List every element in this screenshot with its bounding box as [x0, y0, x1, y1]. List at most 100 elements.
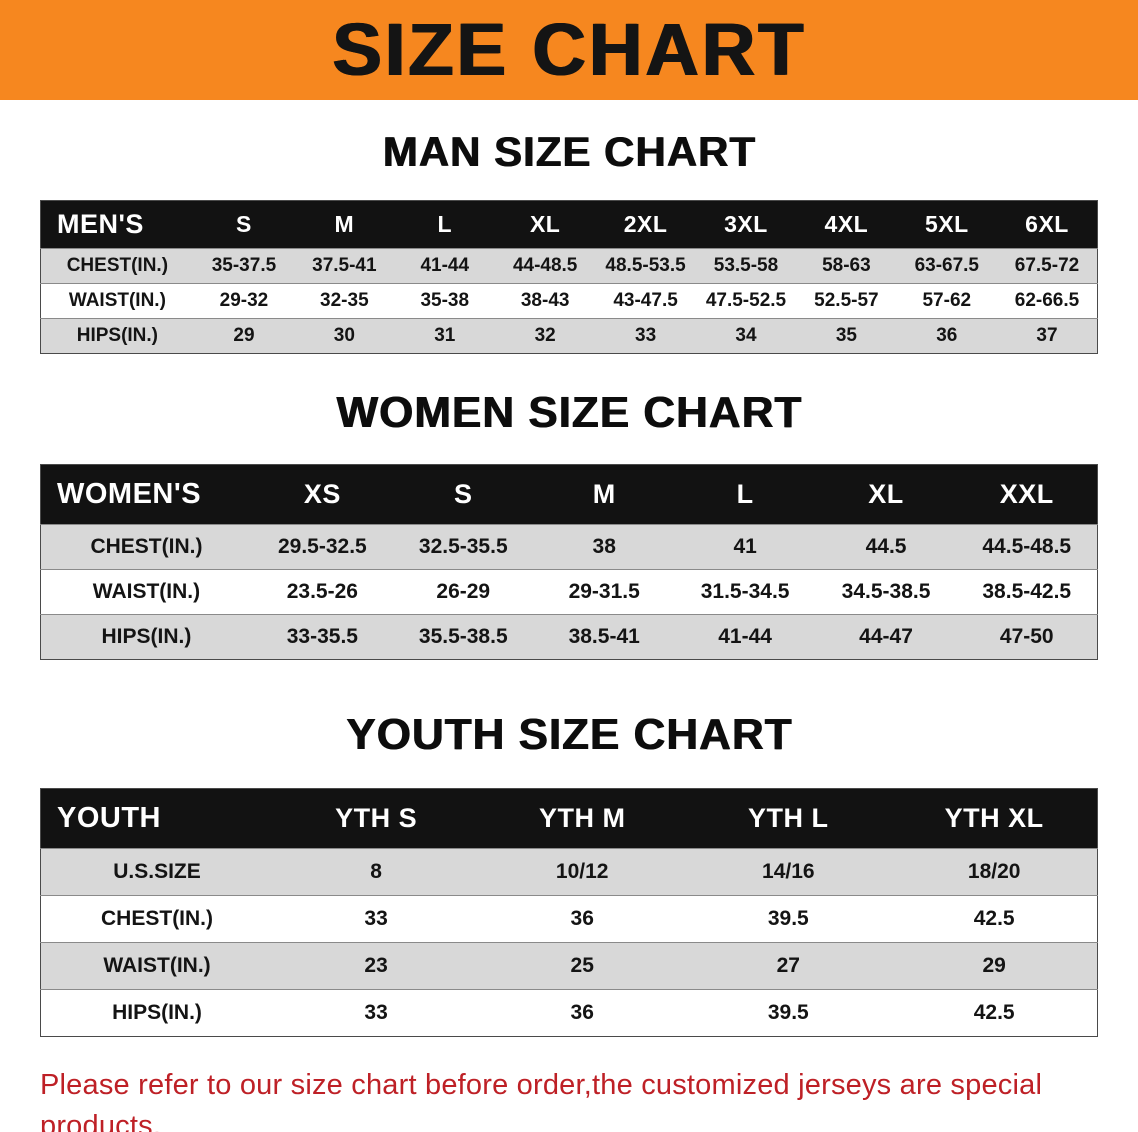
- measure-value: 8: [273, 848, 480, 896]
- measure-value: 67.5-72: [997, 248, 1098, 284]
- measure-row: WAIST(IN.) 23 25 27 29: [40, 942, 1098, 990]
- youth-size-table: YOUTH YTH S YTH M YTH L YTH XL U.S.SIZE 8 10/12…: [40, 788, 1098, 1037]
- disclaimer-line-1: Please refer to our size chart before or…: [40, 1069, 1043, 1132]
- measure-row: HIPS(IN.) 29 30 31 32 33 34 35 36 37: [40, 318, 1098, 354]
- size-col-header: YTH S: [273, 788, 480, 849]
- table-label: YOUTH: [40, 788, 274, 849]
- measure-value: 63-67.5: [896, 248, 997, 284]
- women-section-heading: WOMEN SIZE CHART: [336, 388, 802, 437]
- measure-label: CHEST(IN.): [40, 248, 194, 284]
- measure-value: 27: [685, 942, 892, 990]
- size-col-header: 6XL: [997, 200, 1098, 249]
- measure-row: U.S.SIZE 8 10/12 14/16 18/20: [40, 848, 1098, 896]
- measure-value: 42.5: [891, 989, 1098, 1037]
- measure-value: 41-44: [394, 248, 495, 284]
- measure-row: CHEST(IN.) 35-37.5 37.5-41 41-44 44-48.5 48.5…: [40, 248, 1098, 284]
- measure-value: 31.5-34.5: [674, 569, 816, 615]
- measure-value: 34: [695, 318, 797, 354]
- measure-value: 36: [479, 895, 686, 943]
- measure-value: 35: [796, 318, 897, 354]
- measure-value: 39.5: [685, 895, 892, 943]
- measure-value: 58-63: [796, 248, 897, 284]
- size-col-header: XL: [494, 200, 596, 249]
- measure-value: 35-37.5: [193, 248, 295, 284]
- size-header-row: YOUTH YTH S YTH M YTH L YTH XL: [40, 788, 1098, 849]
- measure-value: 10/12: [479, 848, 686, 896]
- size-col-header: XS: [251, 464, 393, 525]
- measure-value: 44.5: [815, 524, 957, 570]
- measure-value: 44.5-48.5: [956, 524, 1098, 570]
- measure-value: 41: [674, 524, 816, 570]
- measure-value: 44-48.5: [494, 248, 596, 284]
- measure-row: HIPS(IN.) 33 36 39.5 42.5: [40, 989, 1098, 1037]
- measure-value: 42.5: [891, 895, 1098, 943]
- measure-value: 32.5-35.5: [392, 524, 534, 570]
- women-size-chart-section: WOMEN SIZE CHART WOMEN'S XS S M L XL XXL CHEST(…: [0, 388, 1138, 660]
- size-col-header: 5XL: [896, 200, 997, 249]
- measure-value: 37: [997, 318, 1098, 354]
- measure-label: WAIST(IN.): [40, 283, 194, 319]
- measure-value: 37.5-41: [294, 248, 395, 284]
- size-col-header: 4XL: [796, 200, 897, 249]
- measure-value: 39.5: [685, 989, 892, 1037]
- measure-value: 53.5-58: [695, 248, 797, 284]
- measure-value: 23.5-26: [251, 569, 393, 615]
- measure-value: 33: [273, 895, 480, 943]
- measure-value: 33: [595, 318, 696, 354]
- measure-value: 34.5-38.5: [815, 569, 957, 615]
- measure-value: 25: [479, 942, 686, 990]
- measure-value: 47.5-52.5: [695, 283, 797, 319]
- size-col-header: L: [674, 464, 816, 525]
- size-col-header: XL: [815, 464, 957, 525]
- measure-label: CHEST(IN.): [40, 524, 252, 570]
- measure-value: 32-35: [294, 283, 395, 319]
- size-col-header: YTH L: [685, 788, 892, 849]
- size-col-header: M: [294, 200, 395, 249]
- size-col-header: 2XL: [595, 200, 696, 249]
- measure-value: 62-66.5: [997, 283, 1098, 319]
- youth-size-chart-section: YOUTH SIZE CHART YOUTH YTH S YTH M YTH L YTH…: [0, 710, 1138, 1037]
- measure-label: WAIST(IN.): [40, 942, 274, 990]
- measure-value: 36: [479, 989, 686, 1037]
- measure-label: U.S.SIZE: [40, 848, 274, 896]
- size-chart-banner: SIZE CHART: [0, 0, 1138, 100]
- measure-value: 33-35.5: [251, 614, 393, 660]
- measure-value: 31: [394, 318, 495, 354]
- measure-label: CHEST(IN.): [40, 895, 274, 943]
- measure-value: 38-43: [494, 283, 596, 319]
- measure-value: 30: [294, 318, 395, 354]
- measure-value: 57-62: [896, 283, 997, 319]
- men-size-chart-section: MAN SIZE CHART MEN'S S M L XL 2XL 3XL 4XL 5XL 6XL…: [0, 128, 1138, 354]
- measure-value: 48.5-53.5: [595, 248, 696, 284]
- measure-row: WAIST(IN.) 23.5-26 26-29 29-31.5 31.5-34.5 34…: [40, 569, 1098, 615]
- measure-value: 47-50: [956, 614, 1098, 660]
- measure-value: 29-31.5: [533, 569, 675, 615]
- size-col-header: S: [193, 200, 295, 249]
- size-col-header: YTH XL: [891, 788, 1098, 849]
- measure-value: 32: [494, 318, 596, 354]
- youth-section-heading: YOUTH SIZE CHART: [345, 710, 793, 759]
- measure-value: 41-44: [674, 614, 816, 660]
- size-chart-title: SIZE CHART: [332, 8, 806, 91]
- measure-value: 29: [193, 318, 295, 354]
- measure-value: 44-47: [815, 614, 957, 660]
- size-col-header: XXL: [956, 464, 1098, 525]
- table-label: WOMEN'S: [40, 464, 252, 525]
- measure-value: 18/20: [891, 848, 1098, 896]
- measure-value: 38.5-41: [533, 614, 675, 660]
- measure-value: 29.5-32.5: [251, 524, 393, 570]
- measure-value: 29-32: [193, 283, 295, 319]
- measure-value: 43-47.5: [595, 283, 696, 319]
- measure-value: 35-38: [394, 283, 495, 319]
- disclaimer-text: Please refer to our size chart before or…: [40, 1065, 1098, 1132]
- table-label: MEN'S: [40, 200, 194, 249]
- measure-label: HIPS(IN.): [40, 318, 194, 354]
- measure-value: 29: [891, 942, 1098, 990]
- size-header-row: WOMEN'S XS S M L XL XXL: [40, 464, 1098, 525]
- measure-value: 35.5-38.5: [392, 614, 534, 660]
- measure-value: 36: [896, 318, 997, 354]
- measure-row: HIPS(IN.) 33-35.5 35.5-38.5 38.5-41 41-44 44-…: [40, 614, 1098, 660]
- size-col-header: L: [394, 200, 495, 249]
- men-section-heading: MAN SIZE CHART: [382, 128, 756, 175]
- measure-value: 52.5-57: [796, 283, 897, 319]
